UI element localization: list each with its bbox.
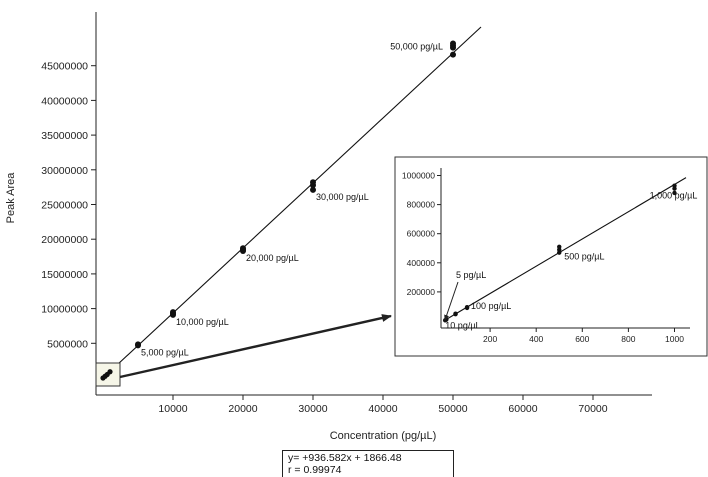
data-point (310, 179, 316, 186)
y-axis-title: Peak Area (5, 172, 17, 224)
inset-x-tick-label: 600 (575, 334, 589, 344)
inset-5pg-pointer-arrow (444, 281, 459, 321)
inset-y-tick-label: 200000 (407, 287, 436, 297)
data-point (170, 309, 176, 316)
concentration-label: 5,000 pg/µL (141, 347, 189, 357)
inset-y-tick-label: 800000 (407, 200, 436, 210)
x-tick-label: 20000 (228, 403, 257, 415)
inset-concentration-label: 100 pg/µL (471, 301, 511, 311)
inset-fit-line (443, 177, 687, 322)
x-axis-title: Concentration (pg/µL) (330, 430, 437, 442)
inset-y-tick-label: 600000 (407, 229, 436, 239)
x-tick-label: 40000 (368, 403, 397, 415)
data-point (135, 341, 141, 348)
data-point (107, 369, 113, 375)
x-tick-label: 50000 (438, 403, 467, 415)
data-point (450, 40, 456, 47)
x-tick-label: 60000 (508, 403, 537, 415)
inset-x-tick-label: 400 (529, 334, 543, 344)
inset-concentration-label: 1,000 pg/µL (650, 191, 698, 201)
data-point (240, 245, 246, 252)
y-tick-label: 45000000 (41, 61, 88, 73)
inset-data-point (453, 311, 458, 316)
inset-data-point (672, 190, 677, 196)
x-tick-label: 70000 (578, 403, 607, 415)
main-fit-line (102, 26, 482, 379)
data-point (310, 186, 316, 193)
inset-concentration-label: 5 pg/µL (456, 270, 486, 280)
zoom-callout-arrow (119, 314, 392, 379)
inset-y-tick-label: 1000000 (402, 171, 435, 181)
y-tick-label: 5000000 (47, 338, 88, 350)
inset-concentration-label: 500 pg/µL (564, 252, 604, 262)
correlation-line: r = 0.99974 (288, 464, 342, 476)
inset-concentration-label: 10 pg/µL (445, 321, 480, 331)
inset-data-point (672, 183, 677, 188)
inset-data-point (464, 304, 470, 310)
concentration-label: 50,000 pg/µL (390, 42, 443, 52)
y-tick-label: 15000000 (41, 269, 88, 281)
y-tick-label: 25000000 (41, 200, 88, 212)
inset-x-tick-label: 200 (483, 334, 497, 344)
data-point (450, 51, 456, 58)
y-tick-label: 10000000 (41, 304, 88, 316)
concentration-label: 30,000 pg/µL (316, 192, 369, 202)
equation-line: y= +936.582x + 1866.48 (288, 452, 402, 464)
inset-data-point (557, 244, 562, 249)
inset-x-tick-label: 1000 (665, 334, 684, 344)
inset-x-tick-label: 800 (621, 334, 635, 344)
y-tick-label: 40000000 (41, 95, 88, 107)
y-tick-label: 20000000 (41, 234, 88, 246)
x-tick-label: 30000 (298, 403, 327, 415)
x-tick-label: 10000 (158, 403, 187, 415)
y-tick-label: 30000000 (41, 165, 88, 177)
concentration-label: 20,000 pg/µL (246, 253, 299, 263)
inset-frame (394, 156, 708, 357)
y-tick-label: 35000000 (41, 130, 88, 142)
regression-equation-box: y= +936.582x + 1866.48 r = 0.99974 (282, 450, 454, 477)
concentration-label: 10,000 pg/µL (176, 317, 229, 327)
inset-y-tick-label: 400000 (407, 258, 436, 268)
